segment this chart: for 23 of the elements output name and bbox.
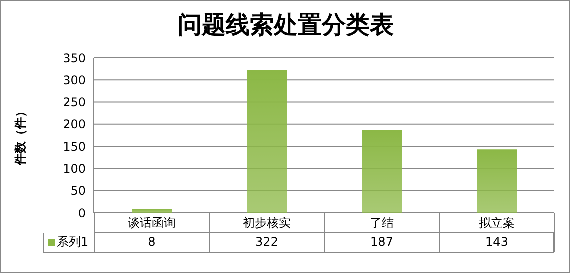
bar: [477, 150, 517, 213]
y-tick-label: 100: [63, 162, 86, 176]
bar: [362, 130, 402, 213]
chart-title: 问题线索处置分类表: [177, 9, 395, 41]
y-tick-label: 350: [63, 51, 86, 66]
bar: [132, 209, 172, 213]
data-label: 8: [95, 233, 210, 252]
data-label: 187: [325, 233, 440, 252]
bar: [247, 70, 287, 213]
data-label: 322: [210, 233, 325, 252]
y-tick-label: 50: [70, 184, 86, 198]
x-tick-label: 初步核实: [210, 213, 325, 233]
y-tick-label: 200: [63, 118, 86, 132]
y-axis-title: 件数（件）: [12, 106, 28, 166]
x-tick-label: 拟立案: [440, 213, 555, 233]
y-tick-label: 300: [63, 73, 86, 88]
x-tick-label: 了结: [325, 213, 440, 233]
legend-label: 系列1: [57, 234, 89, 251]
y-tick-label: 0: [78, 206, 86, 220]
y-tick-label: 250: [63, 96, 86, 110]
x-tick-label: 谈话函询: [95, 213, 210, 233]
y-tick-label: 150: [63, 140, 86, 154]
data-label: 143: [440, 233, 555, 252]
